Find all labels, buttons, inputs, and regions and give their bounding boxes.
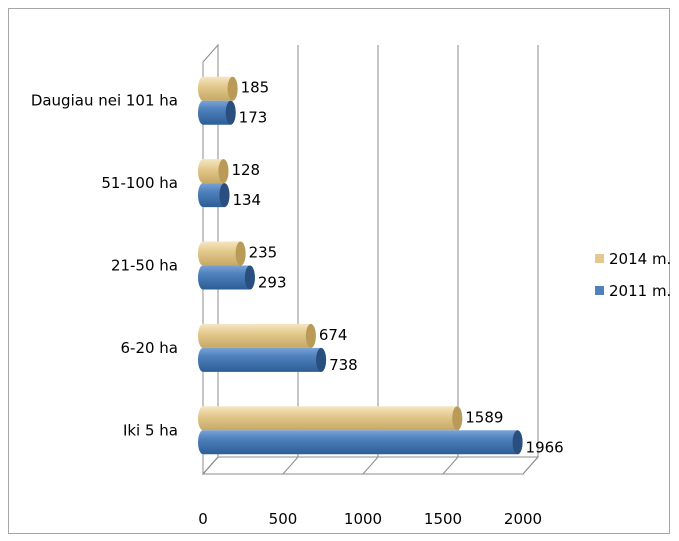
legend-swatch: [595, 254, 604, 263]
category-label: Iki 5 ha: [123, 421, 178, 439]
grid-lines: [202, 45, 539, 475]
legend-swatch: [595, 286, 604, 295]
bar-cap: [219, 183, 230, 208]
x-tick-label: 500: [269, 510, 298, 528]
bar-body: [198, 347, 327, 372]
floor-grid-line: [362, 456, 379, 475]
bar: 1966: [198, 430, 564, 456]
bar-cap: [244, 265, 255, 290]
data-label: 134: [232, 191, 261, 209]
bar-cap: [512, 430, 523, 455]
legend-label: 2014 m.: [609, 250, 671, 268]
data-label: 293: [258, 274, 287, 292]
bar-body: [198, 265, 255, 290]
category-label: 51-100 ha: [101, 174, 178, 192]
data-label: 173: [239, 109, 268, 127]
floor-grid-line: [282, 456, 299, 475]
chart-frame: [8, 8, 670, 534]
category-labels: Iki 5 ha 6-20 ha 21-50 ha 51-100 ha Daugiau …: [31, 92, 178, 440]
data-label: 185: [241, 79, 270, 97]
legend: 2014 m. 2011 m.: [595, 250, 671, 300]
bar: 185: [198, 76, 270, 101]
bar-cap: [316, 347, 327, 372]
x-axis-ticks: 0 500 1000 1500 2000: [198, 510, 542, 528]
category-label: 6-20 ha: [120, 339, 178, 357]
bar-cap: [305, 323, 316, 348]
bar-body: [198, 241, 246, 266]
bar: 674: [198, 323, 348, 348]
floor-grid-line: [202, 456, 219, 475]
bar-body: [198, 323, 316, 348]
bar-body: [198, 76, 238, 101]
data-label: 235: [249, 244, 278, 262]
bar: 134: [198, 183, 261, 209]
x-tick-label: 2000: [504, 510, 542, 528]
floor-grid-line: [442, 456, 459, 475]
legend-item: 2014 m.: [595, 250, 671, 268]
bar-cap: [452, 406, 463, 431]
category-label: Daugiau nei 101 ha: [31, 92, 178, 110]
bar: 235: [198, 241, 278, 266]
legend-item: 2011 m.: [595, 282, 671, 300]
x-tick-label: 1000: [344, 510, 382, 528]
bar-body: [198, 430, 523, 455]
x-tick-label: 1500: [424, 510, 462, 528]
bar-cap: [235, 241, 246, 266]
floor-grid-line: [522, 456, 539, 475]
bar: 738: [198, 347, 358, 374]
data-label: 1966: [526, 438, 564, 456]
bar-cap: [225, 100, 236, 125]
bar: 293: [198, 265, 287, 292]
bar: 1589: [198, 406, 503, 431]
data-label: 128: [231, 161, 260, 179]
x-tick-label: 0: [198, 510, 208, 528]
bar: 128: [198, 159, 260, 184]
legend-label: 2011 m.: [609, 282, 671, 300]
bars: 1589 1966 674 738 235 293 128 134 185 173: [198, 76, 564, 456]
data-label: 674: [319, 326, 348, 344]
data-label: 738: [329, 356, 358, 374]
bar-cap: [227, 76, 238, 101]
bar-body: [198, 406, 463, 431]
bar: 173: [198, 100, 268, 127]
bar-body: [198, 100, 236, 125]
data-label: 1589: [465, 408, 503, 426]
bar-cap: [218, 159, 229, 184]
category-label: 21-50 ha: [111, 257, 178, 275]
